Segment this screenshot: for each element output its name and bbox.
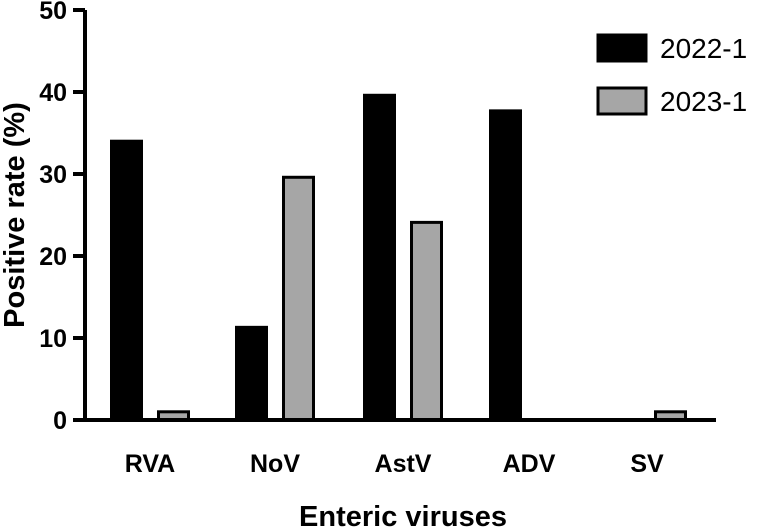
y-tick-label: 50 <box>39 0 67 25</box>
y-axis-title: Positive rate (%) <box>0 102 31 328</box>
x-tick-label-rva: RVA <box>125 450 175 478</box>
y-tick-label: 10 <box>39 325 67 353</box>
legend: 2022-1 2023-1 <box>596 33 747 117</box>
x-axis-tick-labels: RVA NoV AstV ADV SV <box>125 450 664 478</box>
legend-label-2022-1: 2022-1 <box>660 33 747 64</box>
x-tick-label-sv: SV <box>630 450 664 478</box>
x-tick-label-astv: AstV <box>375 450 432 478</box>
y-tick-label: 40 <box>39 79 67 107</box>
bar-adv-2022-1 <box>489 109 522 422</box>
bars <box>110 93 687 422</box>
legend-swatch-2023-1 <box>596 86 648 116</box>
bar-astv-2022-1 <box>363 93 396 422</box>
bar-astv-2023-1 <box>410 220 443 422</box>
legend-swatch-2022-1 <box>596 33 648 63</box>
bar-nov-2022-1 <box>235 325 268 422</box>
y-tick-label: 20 <box>39 243 67 271</box>
x-axis-title: Enteric viruses <box>299 501 507 532</box>
legend-label-2023-1: 2023-1 <box>660 86 747 117</box>
y-tick-label: 0 <box>53 407 67 435</box>
bar-nov-2023-1 <box>282 175 315 422</box>
y-tick-label: 30 <box>39 161 67 189</box>
y-axis-tick-labels: 0 10 20 30 40 50 <box>39 0 67 435</box>
x-tick-label-adv: ADV <box>503 450 556 478</box>
x-tick-label-nov: NoV <box>250 450 300 478</box>
bar-rva-2022-1 <box>110 139 143 422</box>
